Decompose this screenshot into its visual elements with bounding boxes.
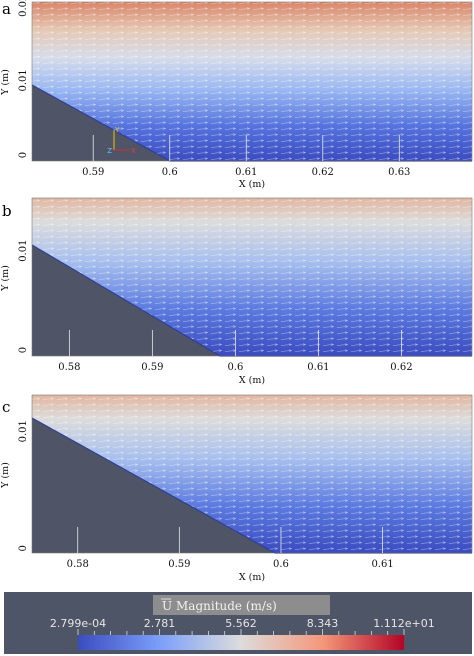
- colorbar-tick-label-3: 8.343: [307, 617, 339, 630]
- y-tick-label-b-1: 0.01: [18, 240, 29, 262]
- x-tick-label-b-1: 0.59: [141, 362, 163, 373]
- colorbar-title-text: Magnitude (m/s): [176, 599, 277, 613]
- x-tick-label-a-0: 0.59: [82, 167, 104, 178]
- panel-c: c 0.58 0.59 0.6 0.61 00.01 X (m) Y (m): [0, 394, 473, 583]
- plot-frame-c: [31, 394, 473, 554]
- y-ticks-c: 00.01: [18, 420, 29, 551]
- x-axis-label-b: X (m): [239, 375, 265, 386]
- y-tick-label-c-1: 0.01: [18, 420, 29, 442]
- colorbar-gradient: [78, 635, 404, 650]
- colorbar-title-symbol: U: [162, 599, 172, 613]
- y-tick-label-a-0: 0: [18, 152, 29, 158]
- panel-label-c: c: [2, 398, 10, 416]
- triad-x-label: X: [131, 147, 136, 155]
- colorbar-tick-marks: [77, 629, 405, 635]
- y-ticks-a: 0 0.01 0.02: [18, 0, 29, 158]
- y-axis-label-b: Y (m): [0, 265, 11, 292]
- y-tick-label-a-2: 0.02: [18, 0, 29, 17]
- y-tick-label-c-0: 0: [18, 545, 29, 551]
- x-tick-label-b-3: 0.61: [307, 362, 329, 373]
- colorbar-tick-labels: 2.799e-04 2.781 5.562 8.343 1.112e+01: [50, 617, 435, 630]
- colorbar-tick-label-4: 1.112e+01: [373, 617, 434, 630]
- colorbar: U Magnitude (m/s) 2.799e-04 2.781 5.562 8.3…: [4, 592, 472, 654]
- x-tick-label-b-4: 0.62: [390, 362, 412, 373]
- plot-frame-b: [31, 197, 473, 357]
- y-axis-label-a: Y (m): [0, 69, 11, 96]
- y-ticks-b: 00.01: [18, 240, 29, 354]
- x-axis-label-c: X (m): [239, 572, 265, 583]
- x-tick-label-c-3: 0.61: [371, 559, 393, 570]
- x-ticks-c: 0.58 0.59 0.6 0.61: [67, 527, 394, 570]
- colorbar-tick-label-0: 2.799e-04: [50, 617, 106, 630]
- plot-area-a: [31, 1, 473, 162]
- plot-frame-a: [31, 1, 473, 162]
- y-tick-label-b-0: 0: [18, 347, 29, 353]
- axis-triad: Y X Z: [107, 126, 136, 155]
- triad-y-label: Y: [114, 126, 120, 134]
- panel-a: a Y X Z 0.59 0.6 0.61 0.62 0.63 0 0.01 0.02 X …: [0, 0, 473, 190]
- triad-z-label: Z: [107, 147, 112, 155]
- colorbar-tick-label-2: 5.562: [225, 617, 257, 630]
- panel-label-a: a: [2, 0, 11, 18]
- x-tick-label-a-2: 0.61: [235, 167, 257, 178]
- x-tick-label-c-1: 0.59: [168, 559, 190, 570]
- panel-label-b: b: [2, 202, 12, 220]
- y-axis-label-c: Y (m): [0, 462, 11, 489]
- x-ticks-b: 0.58 0.59 0.6 0.61 0.62: [58, 330, 413, 373]
- panel-b: b 0.58 0.59 0.6 0.61 0.62 00.01 X (m) Y (m): [0, 197, 473, 386]
- x-tick-label-c-0: 0.58: [67, 559, 89, 570]
- colorbar-title-box: [153, 595, 330, 615]
- x-tick-label-a-3: 0.62: [312, 167, 334, 178]
- x-axis-label-a: X (m): [239, 179, 265, 190]
- x-tick-label-b-0: 0.58: [58, 362, 80, 373]
- colorbar-title: U Magnitude (m/s): [161, 598, 277, 613]
- x-ticks-a: 0.59 0.6 0.61 0.62 0.63: [82, 135, 410, 178]
- colorbar-tick-label-1: 2.781: [144, 617, 176, 630]
- y-tick-label-a-1: 0.01: [18, 69, 29, 91]
- plot-area-c: [31, 394, 473, 554]
- plot-area-b: [31, 197, 473, 357]
- x-tick-label-a-1: 0.6: [162, 167, 178, 178]
- x-tick-label-c-2: 0.6: [273, 559, 289, 570]
- x-tick-label-b-2: 0.6: [227, 362, 243, 373]
- x-tick-label-a-4: 0.63: [388, 167, 410, 178]
